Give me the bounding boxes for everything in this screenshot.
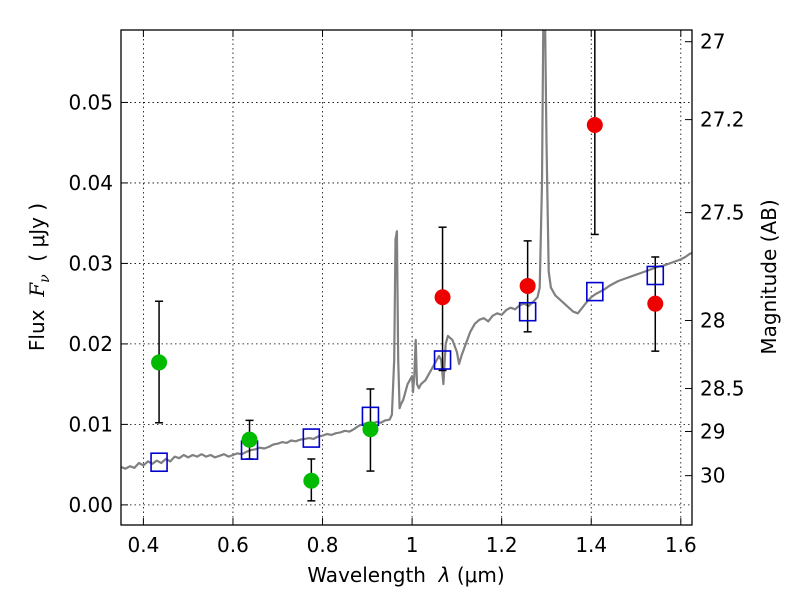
- x-axis-title: Wavelength λ (μm): [307, 563, 504, 587]
- model-box-point: [646, 265, 665, 286]
- model-box-point: [518, 301, 537, 322]
- x-tick-label: 1.4: [575, 533, 607, 557]
- y-tick-label: 0.02: [68, 332, 113, 356]
- y-tick-label: 0.03: [68, 251, 113, 275]
- red-point: [586, 116, 603, 133]
- observed-photometry-points: [151, 116, 664, 489]
- red-point: [434, 289, 451, 306]
- right-tick-label: 27.2: [700, 108, 745, 132]
- spectrum-line: [121, 30, 692, 470]
- x-tick-label: 0.8: [307, 533, 339, 557]
- errorbars: [155, 30, 660, 502]
- right-tick-label: 27.5: [700, 201, 745, 225]
- right-tick-label: 29: [700, 419, 725, 443]
- detection-point: [303, 472, 320, 489]
- right-tick-label: 28: [700, 308, 725, 332]
- detection-point: [241, 431, 258, 448]
- red-point: [647, 295, 664, 312]
- grid: [121, 30, 692, 525]
- right-tick-label: 30: [700, 464, 725, 488]
- x-tick-label: 1: [406, 533, 419, 557]
- model-box-point: [433, 350, 452, 370]
- y-tick-label: 0.01: [68, 412, 113, 436]
- model-photometry-boxes: [150, 265, 665, 473]
- right-tick-label: 28.5: [700, 377, 745, 401]
- model-box-point: [586, 281, 604, 302]
- y-axis-title: Flux Fν ( μJy ): [25, 203, 53, 351]
- x-tick-label: 0.6: [217, 533, 249, 557]
- y-tick-label: 0.00: [68, 493, 113, 517]
- x-tick-label: 1.2: [486, 533, 518, 557]
- y-tick-label: 0.05: [68, 90, 113, 114]
- right-tick-label: 27: [700, 30, 725, 54]
- model-box-point: [302, 428, 321, 448]
- x-tick-label: 0.4: [127, 533, 159, 557]
- axis-ticks: 0.4 0.6 0.8 1 1.2 1.4 1.6 0.00 0.01 0.02 0.03 0.04 0…: [68, 30, 744, 557]
- x-tick-label: 1.6: [665, 533, 697, 557]
- plot-frame: [120, 29, 693, 526]
- spectrum-series: [121, 30, 692, 470]
- model-box-point: [150, 452, 168, 473]
- y-tick-label: 0.04: [68, 171, 113, 195]
- right-axis-title: Magnitude (AB): [757, 199, 781, 354]
- detection-point: [151, 354, 168, 371]
- detection-point: [362, 421, 379, 438]
- red-point: [519, 277, 536, 294]
